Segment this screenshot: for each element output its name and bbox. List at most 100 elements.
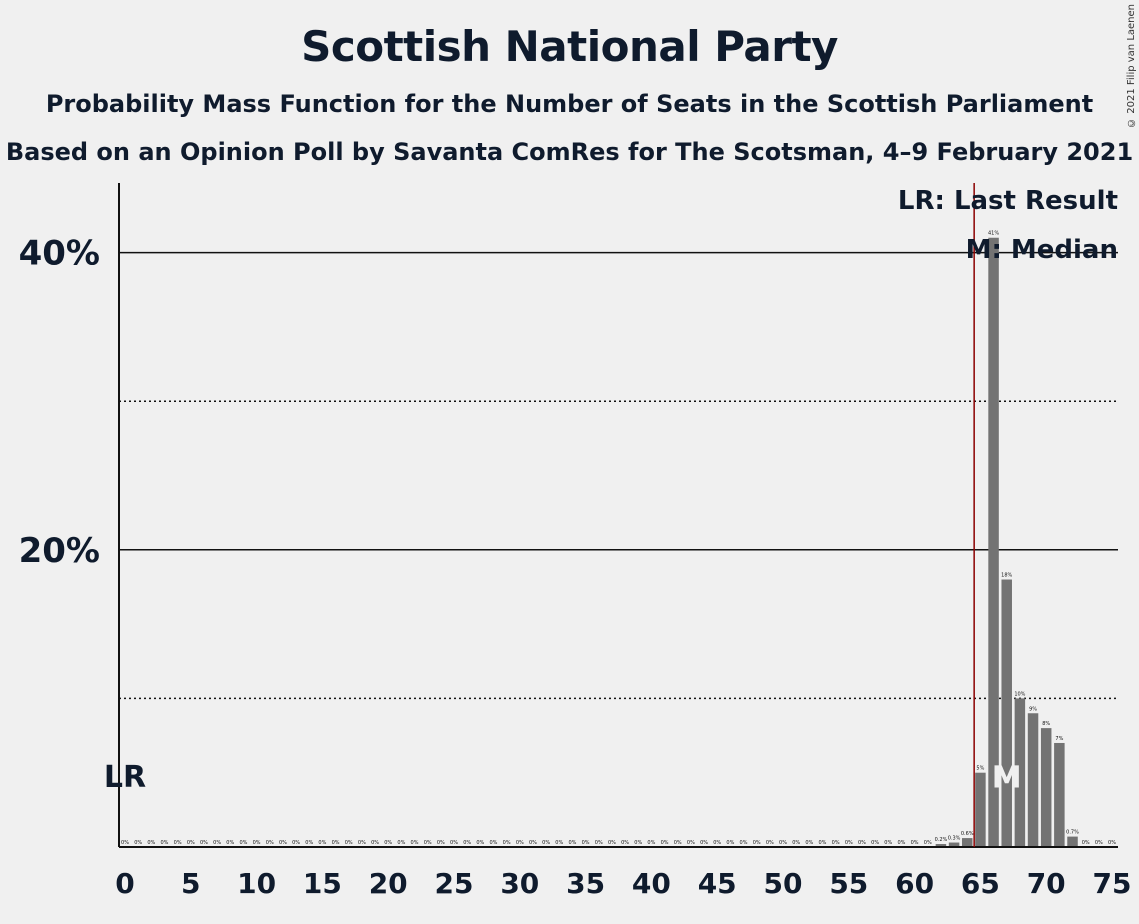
x-tick-label: 20 (369, 867, 408, 900)
bar-value-label: 0% (450, 840, 458, 846)
bar-value-label: 18% (1001, 573, 1012, 579)
bar-value-label: 0% (608, 840, 616, 846)
bar-value-label: 0% (700, 840, 708, 846)
bar-value-label: 0% (397, 840, 405, 846)
x-tick-label: 50 (764, 867, 803, 900)
bar-value-label: 0% (332, 840, 340, 846)
bar (1014, 698, 1026, 847)
bar-value-label: 0% (253, 840, 261, 846)
bar-value-label: 0% (147, 840, 155, 846)
bar-value-label: 0% (805, 840, 813, 846)
bar-value-label: 0% (121, 840, 129, 846)
markers: M LR (104, 183, 1022, 847)
bar (935, 844, 947, 847)
bar-value-label: 0% (832, 840, 840, 846)
bar-value-label: 0% (187, 840, 195, 846)
bar (948, 842, 960, 847)
bar (1001, 579, 1012, 847)
chart-title: Scottish National Party (301, 22, 838, 71)
bar-value-label: 0% (766, 840, 774, 846)
bar (961, 838, 973, 847)
bar-value-label: 0% (292, 840, 300, 846)
legend-median: M: Median (966, 235, 1118, 265)
bar-value-label: 0% (358, 840, 366, 846)
bar-value-label: 10% (1014, 691, 1025, 697)
bar-value-label: 0% (266, 840, 274, 846)
x-tick-label: 60 (895, 867, 934, 900)
last-result-marker-label: LR (104, 760, 146, 795)
bar-value-label: 9% (1029, 706, 1037, 712)
bar (988, 237, 999, 848)
bar-value-label: 0% (858, 840, 866, 846)
bar-value-label: 0% (661, 840, 669, 846)
x-tick-label: 35 (566, 867, 605, 900)
bar-value-label: 0% (897, 840, 905, 846)
bar-value-label: 0% (371, 840, 379, 846)
bar-value-label: 0% (726, 840, 734, 846)
bar-value-label: 0% (674, 840, 682, 846)
bar-value-label: 0% (279, 840, 287, 846)
bar-value-label: 0% (411, 840, 419, 846)
bar-value-label: 0% (568, 840, 576, 846)
bar-value-label: 0% (463, 840, 471, 846)
bar-value-label: 0% (687, 840, 695, 846)
bar (1067, 836, 1078, 847)
bar-value-label: 0% (924, 840, 932, 846)
bar-value-label: 0% (305, 840, 313, 846)
bar-value-label: 0% (792, 840, 800, 846)
x-tick-label: 70 (1027, 867, 1066, 900)
bar-value-label: 0% (437, 840, 445, 846)
bar-value-label: 0% (529, 840, 537, 846)
bar-value-label: 0% (647, 840, 655, 846)
median-marker: M (992, 761, 1022, 796)
bar-value-label: 0% (1095, 840, 1103, 846)
bar-value-label: 0% (845, 840, 853, 846)
x-tick-label: 75 (1093, 867, 1132, 900)
bar-value-label: 0% (345, 840, 353, 846)
bar-value-label: 0% (134, 840, 142, 846)
bar-value-label: 0% (384, 840, 392, 846)
chart-source-subtitle: Based on an Opinion Poll by Savanta ComR… (5, 138, 1134, 166)
bar-value-label: 0% (318, 840, 326, 846)
bar-value-label: 0.7% (1066, 830, 1079, 836)
x-tick-label: 5 (181, 867, 200, 900)
bar-value-label: 0% (884, 840, 892, 846)
bar-value-label: 0% (779, 840, 787, 846)
legend: LR: Last Result M: Median (898, 186, 1118, 265)
x-tick-label: 55 (829, 867, 868, 900)
bar (1040, 728, 1052, 847)
bar-value-label: 0% (226, 840, 234, 846)
bar-value-label: 0% (1082, 840, 1090, 846)
bar-value-label: 5% (976, 766, 984, 772)
bar-labels: 0% 0% 0% 0% 0% 0% 0% 0% 0% 0% 0% 0% 0% 0% 0% 0% 0% 0% 0% 0%… (121, 231, 1116, 846)
bar-value-label: 0% (740, 840, 748, 846)
x-tick-label: 65 (961, 867, 1000, 900)
bar-value-label: 0% (1108, 840, 1116, 846)
bar-value-label: 0% (490, 840, 498, 846)
bar-value-label: 0% (621, 840, 629, 846)
bar-value-label: 7% (1055, 736, 1063, 742)
legend-last-result: LR: Last Result (898, 186, 1118, 216)
bar-value-label: 0% (713, 840, 721, 846)
bar-value-label: 0% (634, 840, 642, 846)
bar-value-label: 41% (988, 231, 999, 237)
bar-value-label: 0% (555, 840, 563, 846)
bar-value-label: 8% (1042, 721, 1050, 727)
bar-value-label: 0% (542, 840, 550, 846)
bar-value-label: 0% (516, 840, 524, 846)
x-tick-label: 25 (435, 867, 474, 900)
x-tick-label: 15 (303, 867, 342, 900)
bar-value-label: 0% (161, 840, 169, 846)
x-tick-label: 40 (632, 867, 671, 900)
gridlines (119, 251, 1118, 700)
x-tick-label: 10 (237, 867, 276, 900)
bar (1054, 742, 1065, 847)
bar-value-label: 0% (174, 840, 182, 846)
x-tick-label: 30 (500, 867, 539, 900)
bar-value-label: 0% (871, 840, 879, 846)
y-tick-label: 40% (19, 234, 100, 274)
chart-subtitle: Probability Mass Function for the Number… (45, 90, 1094, 118)
bar-value-label: 0% (239, 840, 247, 846)
bar-value-label: 0% (582, 840, 590, 846)
